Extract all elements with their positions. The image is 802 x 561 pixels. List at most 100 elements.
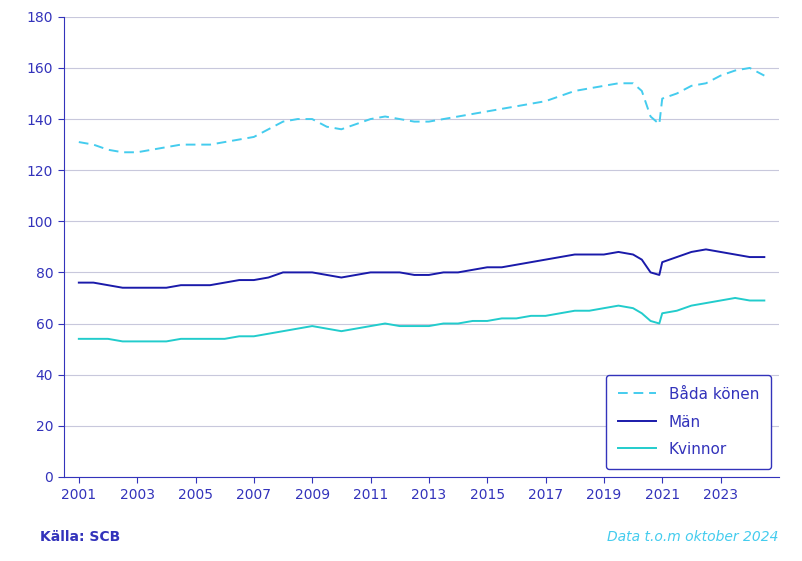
Män bbox=[645, 269, 654, 276]
Män bbox=[525, 259, 535, 265]
Män bbox=[307, 269, 317, 276]
Båda könen bbox=[671, 90, 681, 97]
Kvinnor bbox=[657, 310, 666, 316]
Kvinnor bbox=[671, 307, 681, 314]
Män bbox=[190, 282, 200, 288]
Båda könen bbox=[496, 105, 506, 112]
Båda könen bbox=[263, 126, 273, 132]
Kvinnor bbox=[438, 320, 448, 327]
Män bbox=[730, 251, 739, 258]
Båda könen bbox=[220, 139, 229, 145]
Båda könen bbox=[147, 146, 156, 153]
Män bbox=[636, 256, 646, 263]
Kvinnor bbox=[482, 318, 492, 324]
Kvinnor bbox=[744, 297, 754, 304]
Kvinnor bbox=[496, 315, 506, 322]
Män bbox=[511, 261, 520, 268]
Kvinnor bbox=[511, 315, 520, 322]
Män bbox=[496, 264, 506, 270]
Kvinnor bbox=[395, 323, 404, 329]
Män bbox=[350, 272, 360, 278]
Kvinnor bbox=[715, 297, 724, 304]
Båda könen bbox=[409, 118, 419, 125]
Text: Data t.o.m oktober 2024: Data t.o.m oktober 2024 bbox=[606, 530, 778, 544]
Kvinnor bbox=[132, 338, 142, 345]
Män bbox=[540, 256, 549, 263]
Kvinnor bbox=[569, 307, 579, 314]
Män bbox=[380, 269, 390, 276]
Båda könen bbox=[657, 95, 666, 102]
Män bbox=[657, 259, 666, 265]
Båda könen bbox=[322, 123, 331, 130]
Båda könen bbox=[555, 93, 565, 99]
Män bbox=[686, 249, 695, 255]
Båda könen bbox=[350, 121, 360, 127]
Kvinnor bbox=[234, 333, 244, 339]
Båda könen bbox=[627, 80, 637, 86]
Män bbox=[88, 279, 98, 286]
Kvinnor bbox=[220, 335, 229, 342]
Kvinnor bbox=[423, 323, 433, 329]
Båda könen bbox=[234, 136, 244, 143]
Män bbox=[234, 277, 244, 283]
Män bbox=[395, 269, 404, 276]
Båda könen bbox=[525, 100, 535, 107]
Män bbox=[293, 269, 302, 276]
Män bbox=[409, 272, 419, 278]
Båda könen bbox=[293, 116, 302, 122]
Kvinnor bbox=[654, 320, 663, 327]
Män bbox=[220, 279, 229, 286]
Båda könen bbox=[730, 67, 739, 74]
Män bbox=[613, 249, 622, 255]
Kvinnor bbox=[88, 335, 98, 342]
Kvinnor bbox=[350, 325, 360, 332]
Kvinnor bbox=[205, 335, 215, 342]
Män bbox=[482, 264, 492, 270]
Båda könen bbox=[744, 65, 754, 71]
Män bbox=[132, 284, 142, 291]
Kvinnor bbox=[249, 333, 258, 339]
Kvinnor bbox=[336, 328, 346, 334]
Kvinnor bbox=[686, 302, 695, 309]
Kvinnor bbox=[365, 323, 375, 329]
Män bbox=[569, 251, 579, 258]
Båda könen bbox=[423, 118, 433, 125]
Line: Båda könen: Båda könen bbox=[79, 68, 764, 152]
Kvinnor bbox=[636, 310, 646, 316]
Båda könen bbox=[336, 126, 346, 132]
Båda könen bbox=[715, 72, 724, 79]
Kvinnor bbox=[176, 335, 185, 342]
Män bbox=[598, 251, 608, 258]
Män bbox=[176, 282, 185, 288]
Män bbox=[438, 269, 448, 276]
Båda könen bbox=[686, 82, 695, 89]
Kvinnor bbox=[74, 335, 83, 342]
Kvinnor bbox=[147, 338, 156, 345]
Kvinnor bbox=[730, 295, 739, 301]
Män bbox=[103, 282, 112, 288]
Män bbox=[423, 272, 433, 278]
Båda könen bbox=[569, 88, 579, 94]
Kvinnor bbox=[525, 312, 535, 319]
Män bbox=[715, 249, 724, 255]
Kvinnor bbox=[307, 323, 317, 329]
Text: Källa: SCB: Källa: SCB bbox=[40, 530, 120, 544]
Män bbox=[744, 254, 754, 260]
Män bbox=[654, 272, 663, 278]
Legend: Båda könen, Män, Kvinnor: Båda könen, Män, Kvinnor bbox=[606, 375, 770, 469]
Båda könen bbox=[468, 111, 477, 117]
Kvinnor bbox=[613, 302, 622, 309]
Kvinnor bbox=[540, 312, 549, 319]
Båda könen bbox=[759, 72, 768, 79]
Kvinnor bbox=[118, 338, 128, 345]
Kvinnor bbox=[293, 325, 302, 332]
Båda könen bbox=[277, 118, 287, 125]
Män bbox=[205, 282, 215, 288]
Män bbox=[336, 274, 346, 281]
Män bbox=[263, 274, 273, 281]
Kvinnor bbox=[759, 297, 768, 304]
Kvinnor bbox=[584, 307, 593, 314]
Båda könen bbox=[365, 116, 375, 122]
Kvinnor bbox=[555, 310, 565, 316]
Kvinnor bbox=[322, 325, 331, 332]
